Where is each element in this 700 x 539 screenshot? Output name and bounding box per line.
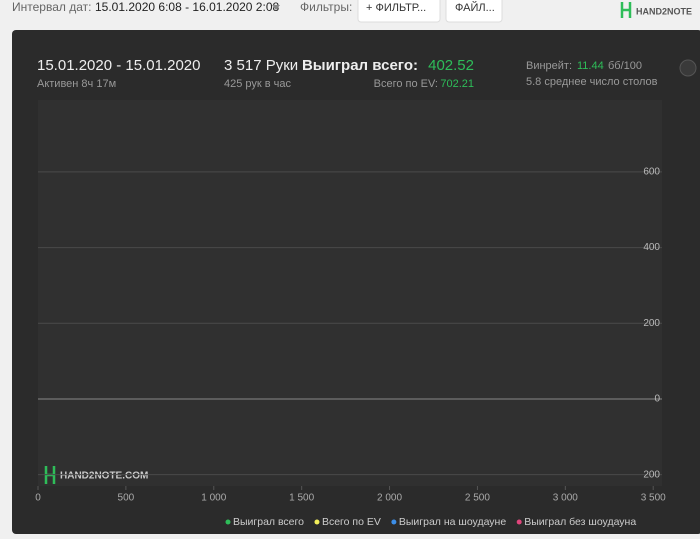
logo-icon <box>620 2 632 18</box>
winrate-label: Винрейт: <box>526 60 572 72</box>
legend-label: Всего по EV <box>322 516 381 528</box>
x-tick-label: 2 000 <box>377 493 402 504</box>
winrate-unit: бб/100 <box>608 60 642 72</box>
filter-button-text[interactable]: + ФИЛЬТР... <box>366 2 426 14</box>
x-tick-label: 500 <box>118 493 135 504</box>
x-tick-label: 3 500 <box>641 493 666 504</box>
ev-value: 702.21 <box>440 78 474 90</box>
date-range[interactable]: 15.01.2020 6:08 - 16.01.2020 2:08 <box>95 0 279 14</box>
active-time: Активен 8ч 17м <box>37 78 116 90</box>
y-tick-label: 600 <box>643 167 660 178</box>
toolbar <box>0 0 700 30</box>
x-tick-label: 1 000 <box>201 493 226 504</box>
file-button-text[interactable]: ФАЙЛ... <box>455 1 495 14</box>
legend-swatch <box>516 519 522 525</box>
winrate-value: 11.44 <box>577 60 604 72</box>
y-tick-label: 200 <box>643 318 660 329</box>
filters-label: Фильтры: <box>300 0 352 14</box>
file-button[interactable] <box>445 0 503 23</box>
date-label: Интервал дат: <box>12 0 91 14</box>
chart: 200 0 200 400 600 0 500 1 000 1 500 2 000 2 500 3 0… <box>35 167 666 528</box>
plot-area <box>38 100 662 486</box>
legend-label: Выиграл на шоудауне <box>399 516 506 528</box>
y-tick-label: 400 <box>643 242 660 253</box>
period: 15.01.2020 - 15.01.2020 <box>37 57 200 74</box>
y-tick-label: 200 <box>643 469 660 480</box>
filter-button[interactable] <box>357 0 441 23</box>
won-value: 402.52 <box>428 57 474 74</box>
y-tick-label: 0 <box>654 394 660 405</box>
dropdown-arrow[interactable] <box>272 5 280 10</box>
x-tick-label: 3 000 <box>553 493 578 504</box>
x-tick-label: 1 500 <box>289 493 314 504</box>
watermark: HAND2NOTE.COM <box>60 471 148 482</box>
tables: 5.8 среднее число столов <box>526 76 658 88</box>
won-label: Выиграл всего: <box>302 57 418 74</box>
legend-swatch <box>391 519 397 525</box>
legend-swatch <box>314 519 320 525</box>
legend-label: Выиграл всего <box>233 516 304 528</box>
settings-button[interactable] <box>679 59 697 77</box>
hands-per-hour: 425 рук в час <box>224 78 292 90</box>
logo: HAND2NOTE <box>636 6 692 16</box>
x-tick-label: 0 <box>35 493 41 504</box>
legend-label: Выиграл без шоудауна <box>524 516 636 528</box>
x-tick-label: 2 500 <box>465 493 490 504</box>
hands: 3 517 Руки <box>224 57 298 74</box>
ev-label: Всего по EV: <box>374 78 438 90</box>
legend-swatch <box>225 519 231 525</box>
